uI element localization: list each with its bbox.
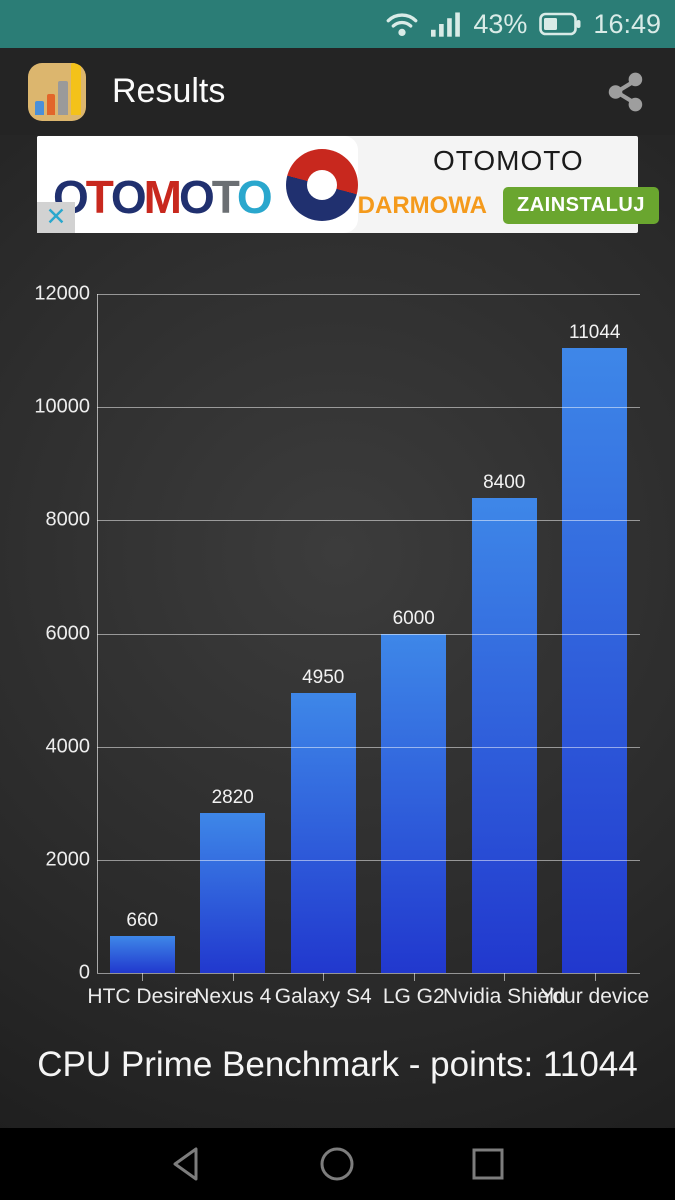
ad-price-label: DARMOWA [357,191,487,219]
chart-bar [471,497,537,973]
x-axis-tick-label: LG G2 [382,985,445,1008]
close-ad-button[interactable]: ✕ [37,202,75,233]
bar-value-label: 4950 [302,666,345,688]
chart-bar [381,633,447,973]
chart-bar [562,348,628,973]
otomoto-letter: O [110,170,147,223]
page-title: Results [112,72,226,110]
x-axis-tick [413,973,415,981]
install-button[interactable]: ZAINSTALUJ [503,187,659,224]
home-button[interactable] [315,1142,359,1186]
benchmark-chart: 0 2000 4000 6000 8000 10000 12000 660 HTC Desire… [0,135,675,1128]
y-axis-tick-label: 2000 [45,848,91,871]
x-axis-tick-label: Nvidia Shield [442,985,566,1008]
bar-value-label: 8400 [483,471,526,493]
x-axis-tick-label: Nexus 4 [194,985,272,1008]
status-bar: 43% 16:49 [0,0,675,48]
bar-value-label: 6000 [392,607,435,629]
x-axis-tick-label: Your device [540,985,650,1008]
chart-bar [109,935,175,973]
wifi-icon [385,10,419,38]
otomoto-letter: M [143,170,182,223]
chart-gridline [97,859,640,861]
y-axis-tick-label: 0 [78,961,90,984]
chart-bar [290,692,356,973]
chart-caption: CPU Prime Benchmark - points: 11044 [37,1045,638,1084]
x-axis-tick [594,973,596,981]
share-button[interactable] [599,65,653,119]
battery-percent: 43% [473,8,528,39]
x-axis-tick-label: Galaxy S4 [274,985,372,1008]
bar-value-label: 11044 [569,322,621,344]
ad-info-section: OTOMOTO DARMOWA ZAINSTALUJ [358,136,659,233]
x-axis-tick [142,973,144,981]
x-axis-tick-label: HTC Desire [87,985,198,1008]
chart-gridline [97,633,640,635]
y-axis-line [97,294,98,973]
y-axis-tick-label: 4000 [45,735,91,758]
app-logo-icon [28,62,86,121]
recents-button[interactable] [466,1142,510,1186]
chart-gridline [97,520,640,522]
y-axis-tick-label: 10000 [34,395,90,418]
chart-gridline [97,973,640,974]
x-axis-tick [504,973,506,981]
y-axis-tick-label: 12000 [34,282,90,305]
otomoto-letter: O [236,170,273,223]
chart-bar [200,813,266,973]
bar-value-label: 2820 [211,787,254,809]
otomoto-letter: T [211,170,240,223]
app-header: Results [0,48,675,135]
android-nav-bar [0,1128,675,1200]
back-button[interactable] [166,1142,210,1186]
chart-gridline [97,407,640,409]
battery-icon [539,11,581,37]
ad-app-name: OTOMOTO [433,145,584,176]
x-axis-tick [232,973,234,981]
clock-text: 16:49 [593,8,661,39]
signal-icon [431,10,461,38]
chart-gridline [97,294,640,295]
chart-gridline [97,746,640,748]
y-axis-tick-label: 8000 [45,508,91,531]
bar-value-label: 660 [126,909,159,931]
otomoto-logo-icon [285,148,358,221]
x-axis-tick [323,973,325,981]
otomoto-letter: O [179,170,215,223]
otomoto-letter: T [85,170,114,223]
y-axis-tick-label: 6000 [45,622,91,644]
